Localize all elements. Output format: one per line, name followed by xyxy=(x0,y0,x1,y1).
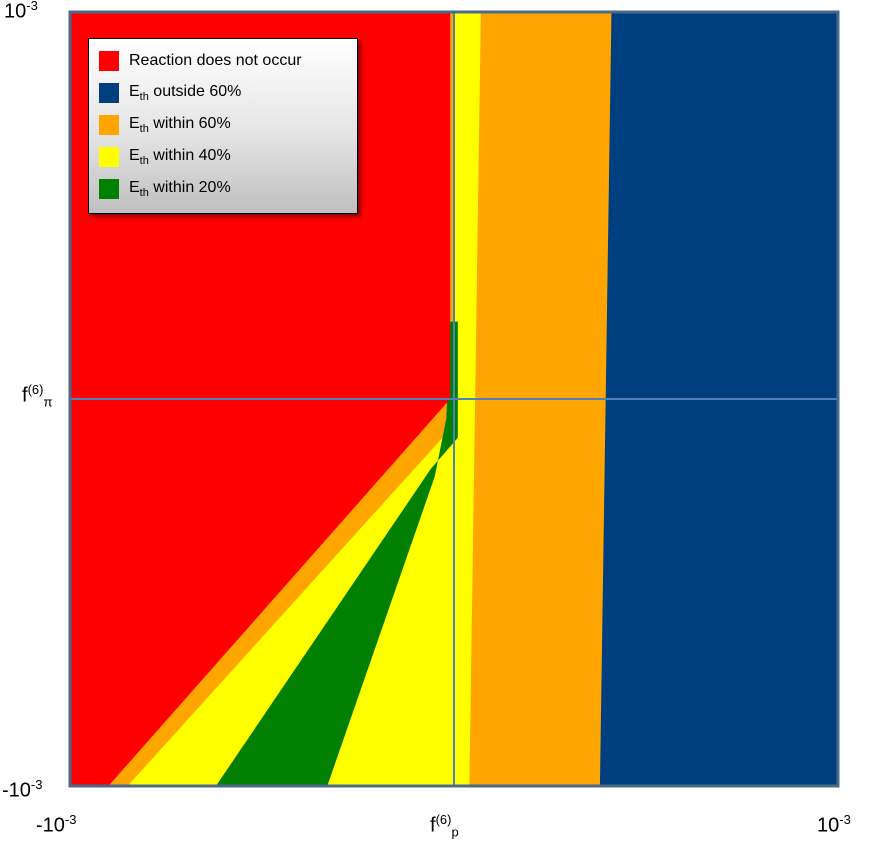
legend-label: Eth within 60% xyxy=(129,115,231,135)
legend-item-within60: Eth within 60% xyxy=(99,113,231,137)
y-tick-top: 10-3 xyxy=(4,0,38,24)
legend-item-within20: Eth within 20% xyxy=(99,177,231,201)
x-tick-right: 10-3 xyxy=(817,812,851,838)
legend-label: Eth within 40% xyxy=(129,147,231,167)
legend-swatch-yellow xyxy=(99,147,119,167)
legend-item-no-reaction: Reaction does not occur xyxy=(99,49,302,73)
legend-swatch-orange xyxy=(99,115,119,135)
x-tick-left: -10-3 xyxy=(36,812,76,838)
x-axis-label: f(6)p xyxy=(430,812,459,840)
legend-item-within40: Eth within 40% xyxy=(99,145,231,169)
legend-swatch-green xyxy=(99,179,119,199)
legend-item-outside60: Eth outside 60% xyxy=(99,81,241,105)
legend: Reaction does not occur Eth outside 60% … xyxy=(88,38,358,214)
y-tick-bottom: -10-3 xyxy=(2,777,42,803)
legend-label: Eth outside 60% xyxy=(129,83,241,103)
legend-swatch-red xyxy=(99,51,119,71)
legend-label: Eth within 20% xyxy=(129,179,231,199)
legend-label: Reaction does not occur xyxy=(129,52,302,70)
y-axis-label: f(6)π xyxy=(22,382,52,410)
legend-swatch-blue xyxy=(99,83,119,103)
